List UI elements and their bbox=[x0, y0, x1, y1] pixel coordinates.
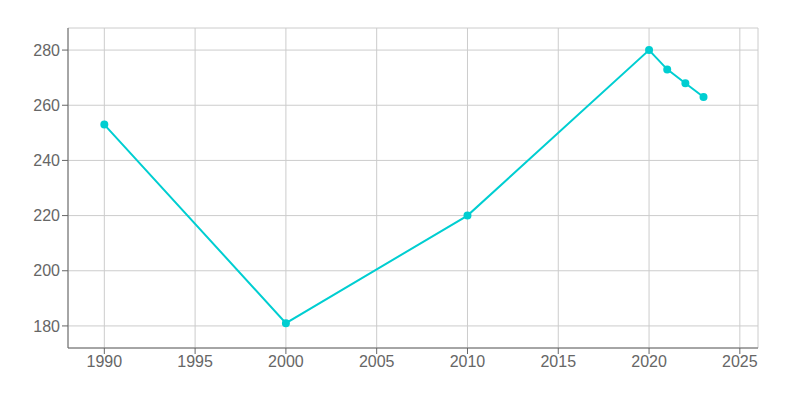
svg-text:1990: 1990 bbox=[87, 353, 123, 370]
svg-text:240: 240 bbox=[33, 152, 60, 169]
svg-text:2015: 2015 bbox=[540, 353, 576, 370]
svg-text:1995: 1995 bbox=[177, 353, 213, 370]
svg-text:2000: 2000 bbox=[268, 353, 304, 370]
svg-text:280: 280 bbox=[33, 42, 60, 59]
svg-text:2025: 2025 bbox=[722, 353, 758, 370]
svg-text:180: 180 bbox=[33, 318, 60, 335]
svg-text:2020: 2020 bbox=[631, 353, 667, 370]
svg-text:2005: 2005 bbox=[359, 353, 395, 370]
svg-text:2010: 2010 bbox=[450, 353, 486, 370]
svg-text:200: 200 bbox=[33, 262, 60, 279]
svg-text:220: 220 bbox=[33, 207, 60, 224]
svg-text:260: 260 bbox=[33, 97, 60, 114]
